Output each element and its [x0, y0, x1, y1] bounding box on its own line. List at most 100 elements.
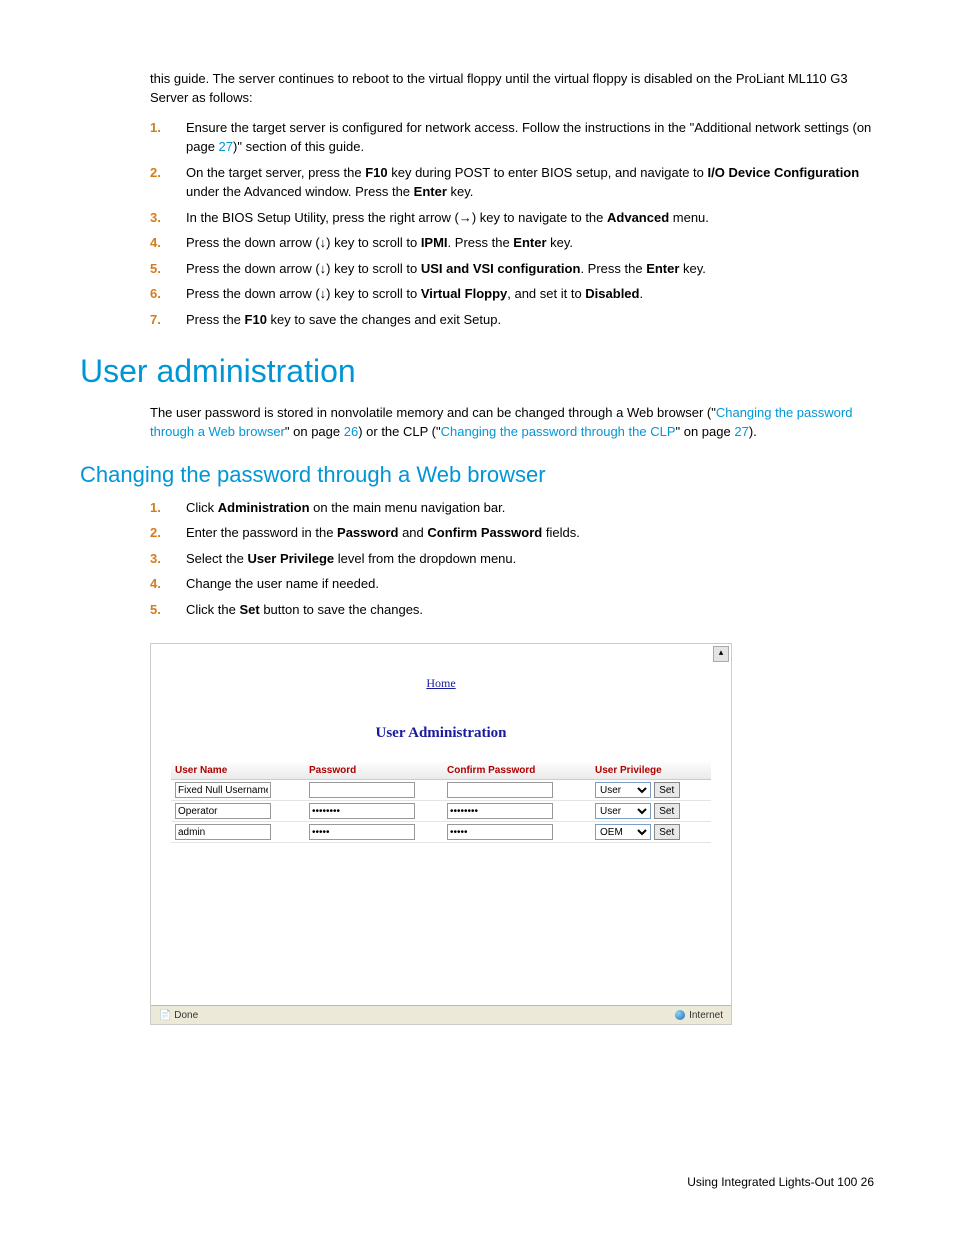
option-name: Disabled	[585, 286, 639, 301]
list-number: 5.	[150, 259, 161, 279]
list-item: 5. Press the down arrow (↓) key to scroll…	[150, 259, 874, 279]
text: )" section of this guide.	[233, 139, 364, 154]
password-input[interactable]	[309, 782, 415, 798]
ui-name: Set	[239, 602, 259, 617]
text: On the target server, press the	[186, 165, 365, 180]
password-input[interactable]	[309, 824, 415, 840]
text: key.	[679, 261, 706, 276]
text: " on page	[676, 424, 735, 439]
list-number: 5.	[150, 600, 161, 620]
list-item: 3.Select the User Privilege level from t…	[150, 549, 874, 569]
list-number: 4.	[150, 574, 161, 594]
list-item: 2. On the target server, press the F10 ke…	[150, 163, 874, 202]
text: " on page	[285, 424, 344, 439]
list-item: 4. Press the down arrow (↓) key to scroll…	[150, 233, 874, 253]
ui-name: Administration	[218, 500, 310, 515]
status-zone: Internet	[675, 1010, 723, 1021]
procedure-list-1: 1.Ensure the target server is configured…	[150, 118, 874, 330]
username-input[interactable]	[175, 782, 271, 798]
list-item: 6. Press the down arrow (↓) key to scroll…	[150, 284, 874, 304]
page: this guide. The server continues to rebo…	[0, 0, 954, 1229]
section-heading: User administration	[80, 353, 874, 390]
password-input[interactable]	[309, 803, 415, 819]
list-item: 4.Change the user name if needed.	[150, 574, 874, 594]
text: key.	[547, 235, 574, 250]
text: ) or the CLP ("	[358, 424, 440, 439]
list-number: 1.	[150, 498, 161, 518]
confirm-password-input[interactable]	[447, 803, 553, 819]
list-item: 1.Ensure the target server is configured…	[150, 118, 874, 157]
text: on the main menu navigation bar.	[310, 500, 506, 515]
text: Click	[186, 500, 218, 515]
list-number: 2.	[150, 163, 161, 183]
set-button[interactable]: Set	[654, 782, 680, 798]
home-link[interactable]: Home	[151, 644, 731, 691]
table-row: OEM Set	[171, 822, 711, 843]
confirm-password-input[interactable]	[447, 824, 553, 840]
set-button[interactable]: Set	[654, 803, 680, 819]
globe-icon	[675, 1010, 685, 1020]
list-item: 5. Click the Set button to save the chang…	[150, 600, 874, 620]
ua-paragraph: The user password is stored in nonvolati…	[150, 404, 874, 442]
list-item: 3. In the BIOS Setup Utility, press the r…	[150, 208, 874, 228]
list-number: 6.	[150, 284, 161, 304]
list-item: 2.Enter the password in the Password and…	[150, 523, 874, 543]
user-admin-table: User Name Password Confirm Password User…	[171, 762, 711, 843]
text: Click the	[186, 602, 239, 617]
list-item: 7.Press the F10 key to save the changes …	[150, 310, 874, 330]
table-header-row: User Name Password Confirm Password User…	[171, 762, 711, 780]
text: and	[398, 525, 427, 540]
text: key to save the changes and exit Setup.	[267, 312, 501, 327]
key-name: F10	[245, 312, 267, 327]
username-input[interactable]	[175, 824, 271, 840]
footer-page-number: 26	[861, 1175, 874, 1189]
text: Enter the password in the	[186, 525, 337, 540]
screenshot-title: User Administration	[151, 691, 731, 762]
table-row: User Set	[171, 801, 711, 822]
status-done: 📄 Done	[159, 1010, 198, 1021]
scroll-up-button[interactable]: ▴	[713, 646, 729, 662]
confirm-password-input[interactable]	[447, 782, 553, 798]
text: The user password is stored in nonvolati…	[150, 405, 716, 420]
text: Press the down arrow (↓) key to scroll t…	[186, 261, 421, 276]
text: Press the down arrow (↓) key to scroll t…	[186, 235, 421, 250]
footer-text: Using Integrated Lights-Out 100	[687, 1175, 860, 1189]
col-password: Password	[305, 762, 443, 780]
text: key.	[447, 184, 474, 199]
text: In the BIOS Setup Utility, press the rig…	[186, 210, 607, 225]
browser-statusbar: 📄 Done Internet	[151, 1005, 731, 1024]
page-ref-link[interactable]: 26	[344, 424, 358, 439]
set-button[interactable]: Set	[654, 824, 680, 840]
list-number: 7.	[150, 310, 161, 330]
text: button to save the changes.	[260, 602, 423, 617]
col-privilege: User Privilege	[591, 762, 711, 780]
ui-name: Confirm Password	[427, 525, 542, 540]
text: key during POST to enter BIOS setup, and…	[388, 165, 708, 180]
xref-link[interactable]: Changing the password through the CLP	[441, 424, 676, 439]
text: under the Advanced window. Press the	[186, 184, 414, 199]
key-name: F10	[365, 165, 387, 180]
list-number: 3.	[150, 208, 161, 228]
text: ).	[749, 424, 757, 439]
text: Select the	[186, 551, 247, 566]
menu-name: Advanced	[607, 210, 669, 225]
privilege-select[interactable]: User	[595, 803, 651, 819]
text: , and set it to	[507, 286, 585, 301]
col-confirm: Confirm Password	[443, 762, 591, 780]
username-input[interactable]	[175, 803, 271, 819]
privilege-select[interactable]: OEM	[595, 824, 651, 840]
table-row: User Set	[171, 780, 711, 801]
page-footer: Using Integrated Lights-Out 100 26	[80, 1175, 874, 1189]
page-ref-link[interactable]: 27	[734, 424, 748, 439]
intro-paragraph: this guide. The server continues to rebo…	[150, 70, 874, 108]
menu-name: USI and VSI configuration	[421, 261, 581, 276]
privilege-select[interactable]: User	[595, 782, 651, 798]
key-name: Enter	[414, 184, 447, 199]
text: Press the down arrow (↓) key to scroll t…	[186, 286, 421, 301]
text: . Press the	[580, 261, 646, 276]
list-number: 3.	[150, 549, 161, 569]
subsection-heading: Changing the password through a Web brow…	[80, 462, 874, 488]
ui-name: Password	[337, 525, 398, 540]
page-ref-link[interactable]: 27	[219, 139, 233, 154]
list-number: 4.	[150, 233, 161, 253]
